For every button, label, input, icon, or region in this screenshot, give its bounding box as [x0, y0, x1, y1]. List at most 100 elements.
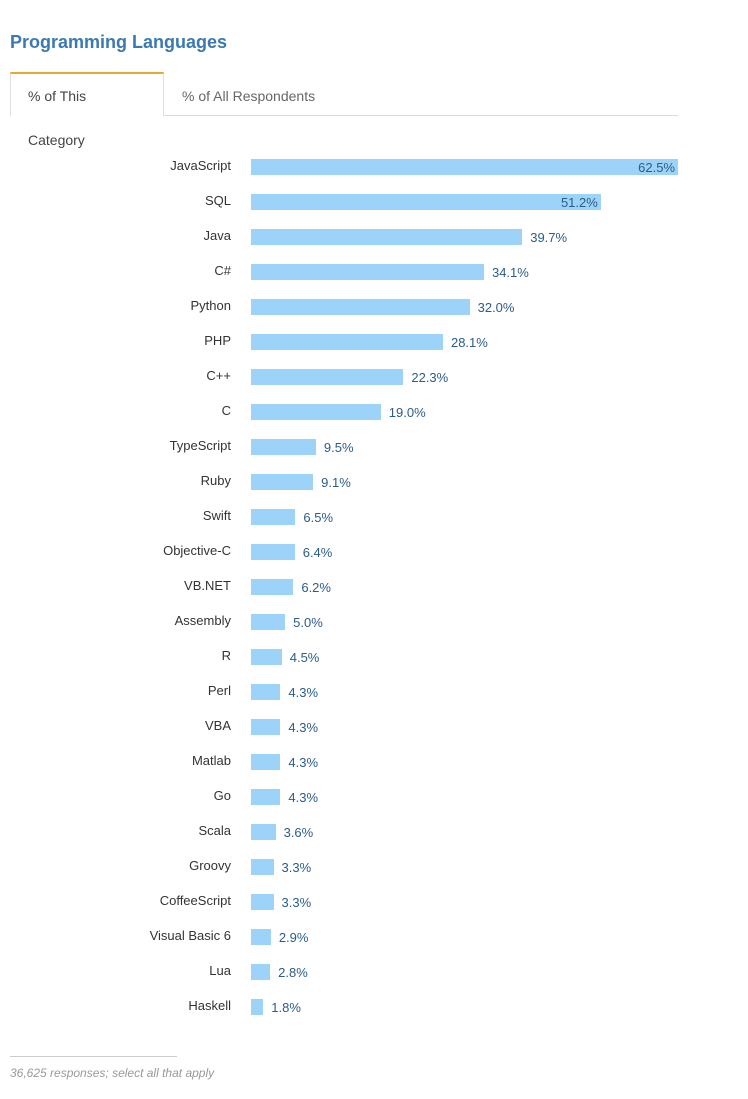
category-label: Objective-C	[163, 543, 231, 558]
value-label: 4.3%	[288, 720, 319, 735]
bar-row: CoffeeScript 3.3%	[0, 893, 748, 913]
bar	[251, 684, 281, 700]
category-label: Go	[213, 788, 231, 803]
value-label: 4.3%	[288, 790, 319, 805]
bar-row: Groovy 3.3%	[0, 858, 748, 878]
bar-row: Python 32.0%	[0, 298, 748, 318]
footer-divider	[10, 1056, 177, 1057]
bar-row: Perl 4.3%	[0, 683, 748, 703]
value-label: 2.9%	[278, 930, 309, 945]
value-label: 6.2%	[301, 580, 331, 595]
value-label: 6.5%	[303, 510, 334, 525]
category-label: VB.NET	[184, 578, 231, 593]
bar	[251, 509, 296, 525]
category-label: SQL	[204, 193, 231, 208]
bar-row: Objective-C 6.4%	[0, 543, 748, 563]
value-label: 4.3%	[288, 685, 319, 700]
value-label: 4.3%	[288, 755, 319, 770]
value-label: 39.7%	[530, 230, 568, 245]
category-label: Java	[203, 228, 231, 243]
bar	[251, 474, 314, 490]
tab-this-category[interactable]: % of This Category	[10, 72, 164, 148]
value-label: 3.3%	[281, 860, 312, 875]
bar-row: SQL 51.2%	[0, 193, 748, 213]
bar-row: Java 39.7%	[0, 228, 748, 248]
value-label: 4.5%	[289, 650, 320, 665]
category-label: CoffeeScript	[159, 893, 231, 908]
category-label: Assembly	[174, 613, 231, 628]
category-label: C	[221, 403, 231, 418]
bar	[251, 299, 470, 315]
category-label: JavaScript	[170, 158, 231, 173]
bar-row: Assembly 5.0%	[0, 613, 748, 633]
value-label: 34.1%	[491, 265, 529, 280]
category-label: Python	[190, 298, 231, 313]
category-label: Lua	[209, 963, 231, 978]
category-label: Matlab	[191, 753, 231, 768]
bar-row: Scala 3.6%	[0, 823, 748, 843]
bar-row: C 19.0%	[0, 403, 748, 423]
value-label: 19.0%	[388, 405, 426, 420]
bar-row: PHP 28.1%	[0, 333, 748, 353]
bar-row: VB.NET 6.2%	[0, 578, 748, 598]
value-label: 22.3%	[411, 370, 449, 385]
bar	[251, 439, 316, 455]
bar	[251, 824, 276, 840]
bar	[251, 404, 381, 420]
value-label: 3.6%	[283, 825, 314, 840]
bar-row: Ruby 9.1%	[0, 473, 748, 493]
category-label: Visual Basic 6	[149, 928, 231, 943]
bar	[251, 159, 678, 175]
bar	[251, 894, 274, 910]
category-label: C#	[214, 263, 231, 278]
value-label: 9.1%	[321, 475, 351, 490]
bar-row: C# 34.1%	[0, 263, 748, 283]
value-label: 3.3%	[281, 895, 312, 910]
category-label: C++	[206, 368, 231, 383]
bar-row: Go 4.3%	[0, 788, 748, 808]
bar-row: Swift 6.5%	[0, 508, 748, 528]
value-label: 5.0%	[293, 615, 323, 630]
bar	[251, 229, 523, 245]
category-label: Haskell	[188, 998, 231, 1013]
bar-row: VBA 4.3%	[0, 718, 748, 738]
bar	[251, 579, 294, 595]
bar	[251, 264, 484, 280]
bar	[251, 789, 281, 805]
category-label: Ruby	[200, 473, 231, 488]
value-label: 9.5%	[323, 440, 354, 455]
category-label: VBA	[204, 718, 231, 733]
responses-note: 36,625 responses; select all that apply	[10, 1066, 215, 1080]
category-label: R	[221, 648, 231, 663]
bar-row: C++ 22.3%	[0, 368, 748, 388]
category-label: TypeScript	[169, 438, 231, 453]
bar-row: R 4.5%	[0, 648, 748, 668]
bar	[251, 334, 443, 350]
value-label: 62.5%	[638, 160, 675, 175]
value-label: 6.4%	[302, 545, 333, 560]
value-label: 51.2%	[560, 195, 598, 210]
bar-row: Lua 2.8%	[0, 963, 748, 983]
tab-bar: % of This Category % of All Respondents	[10, 72, 678, 148]
tab-all-respondents[interactable]: % of All Respondents	[182, 88, 316, 104]
category-label: Groovy	[189, 858, 231, 873]
category-label: Perl	[207, 683, 231, 698]
bar	[251, 929, 271, 945]
value-label: 2.8%	[278, 965, 308, 980]
bar-row: TypeScript 9.5%	[0, 438, 748, 458]
bar	[251, 194, 601, 210]
category-label: PHP	[204, 333, 231, 348]
value-label: 28.1%	[450, 335, 488, 350]
bar	[251, 754, 281, 770]
bar-row: Haskell 1.8%	[0, 998, 748, 1018]
bar	[251, 544, 295, 560]
bar-row: Visual Basic 6 2.9%	[0, 928, 748, 948]
bar	[251, 649, 282, 665]
value-label: 1.8%	[271, 1000, 301, 1015]
page-title: Programming Languages	[10, 32, 228, 52]
bar-row: JavaScript 62.5%	[0, 158, 748, 178]
bar	[251, 859, 274, 875]
category-label: Swift	[202, 508, 231, 523]
bar	[251, 964, 271, 980]
